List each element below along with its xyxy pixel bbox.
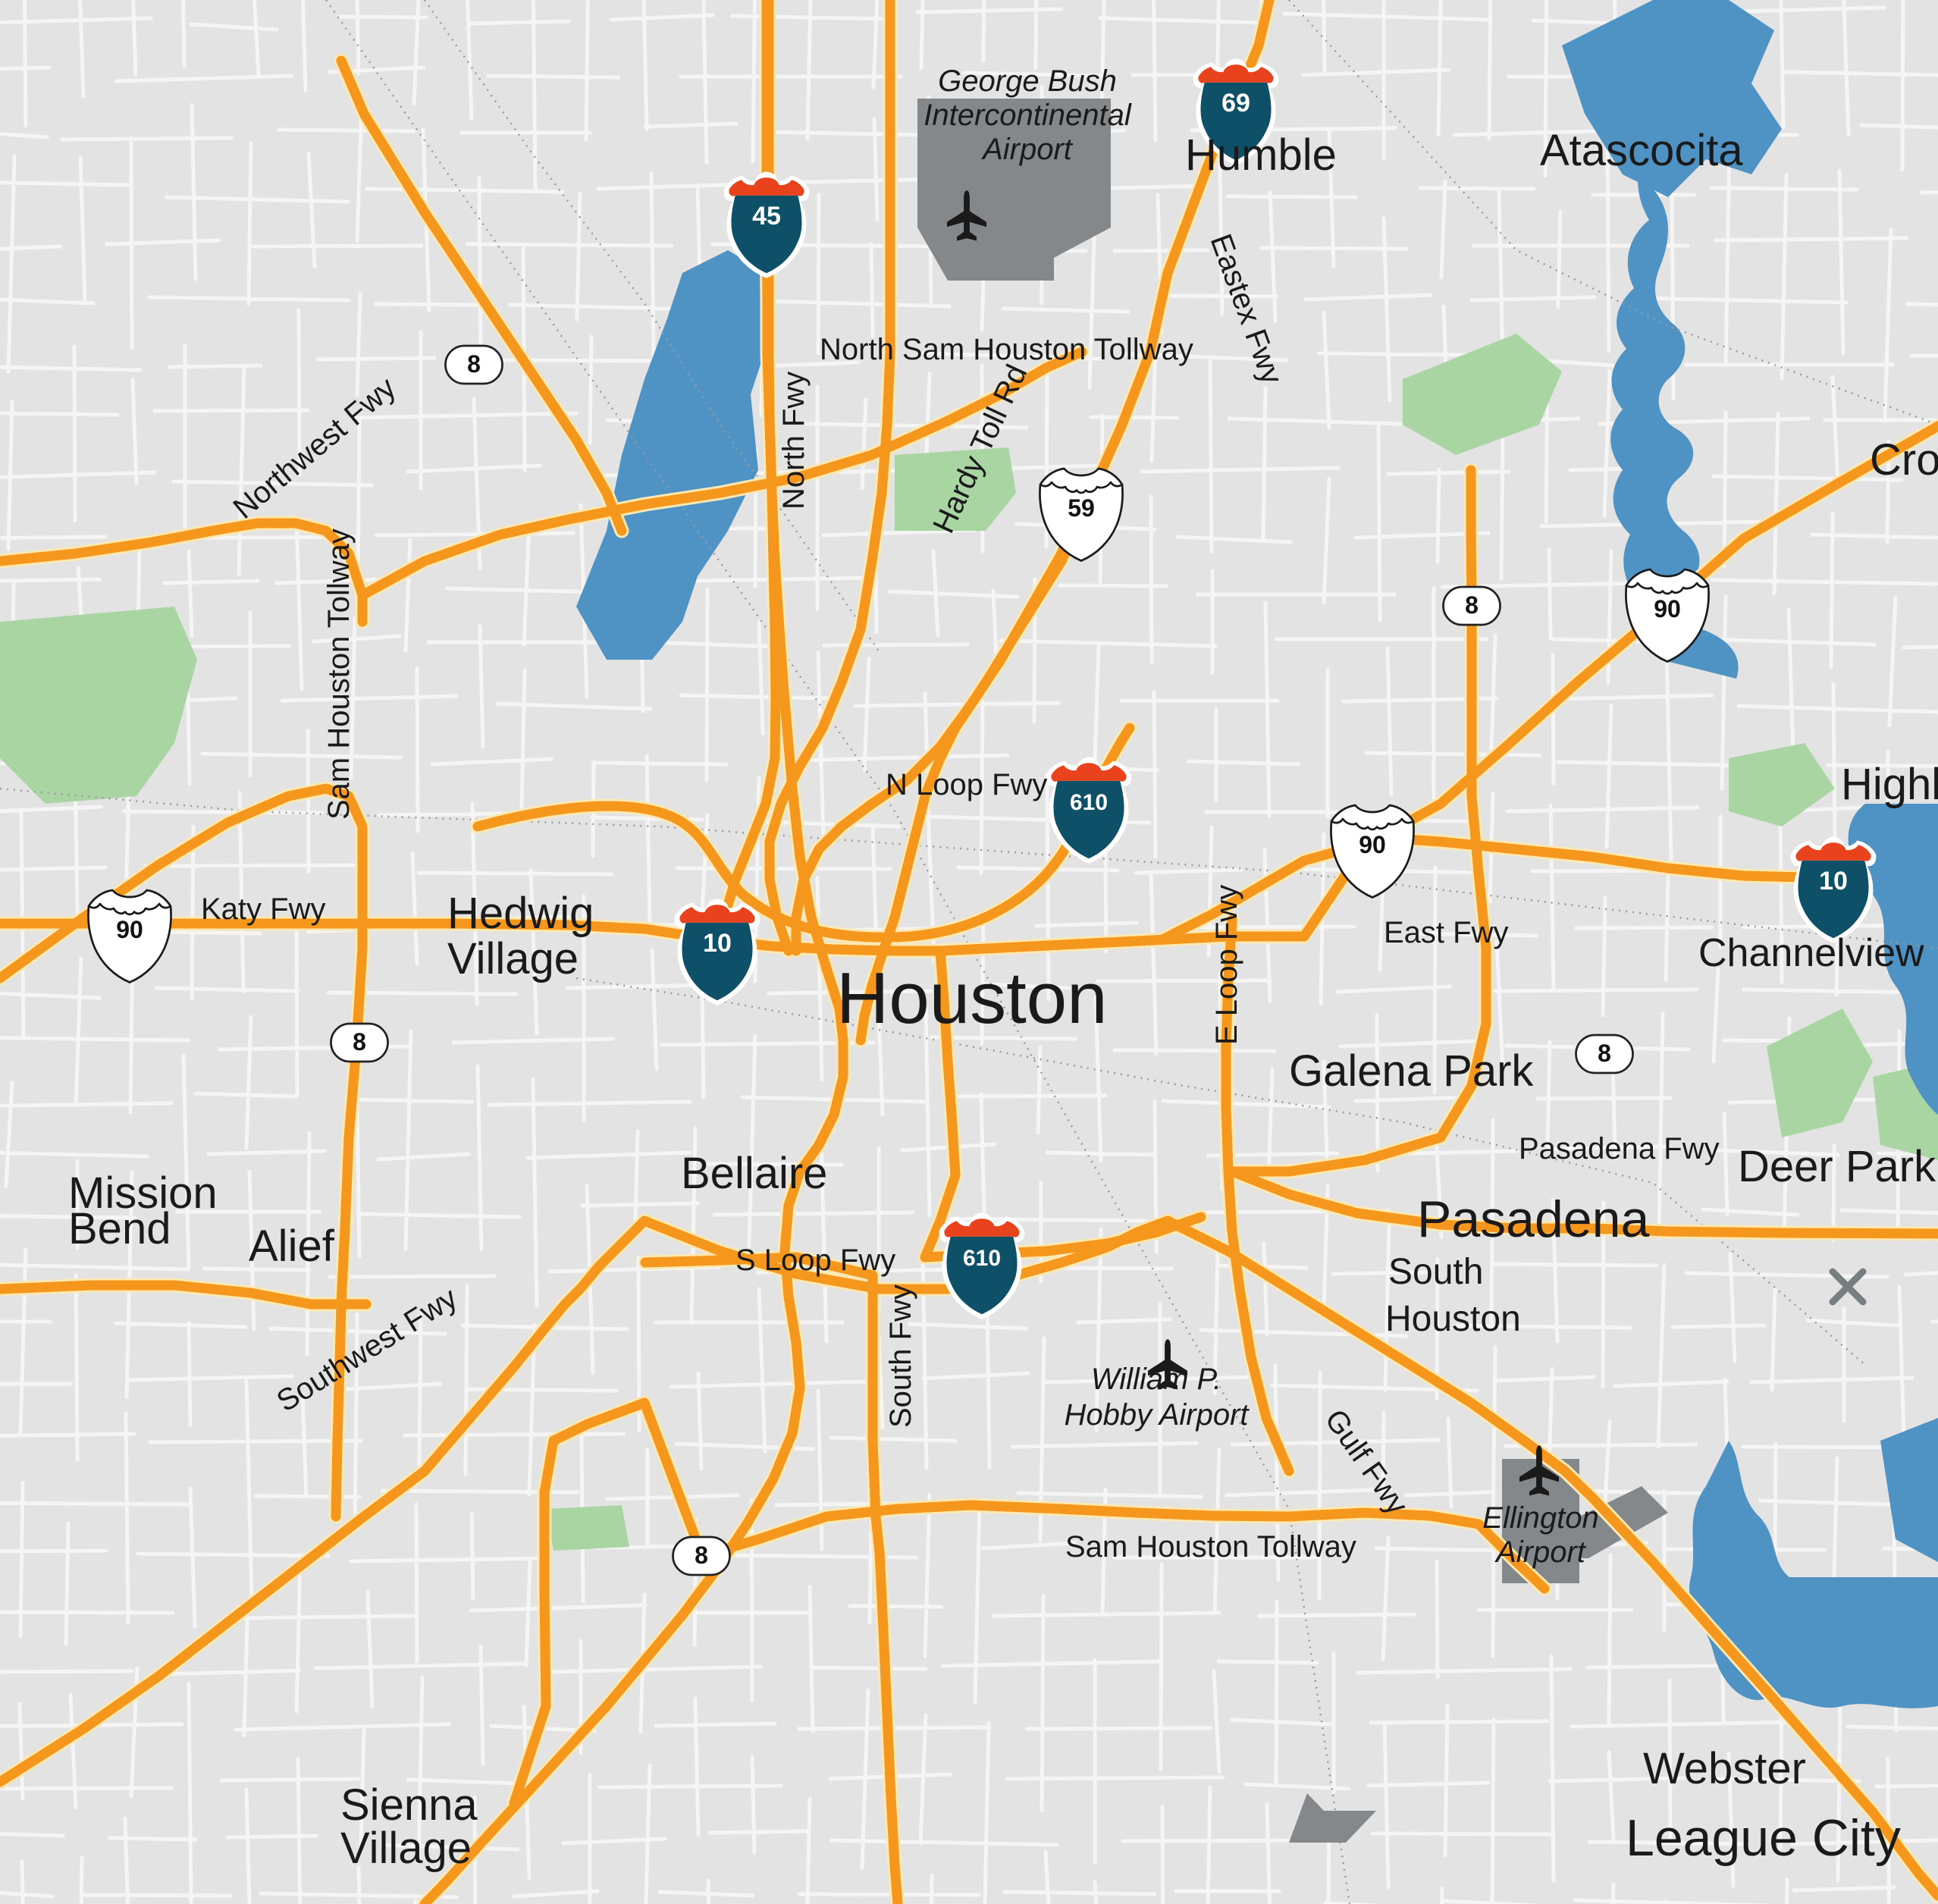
svg-text:Sienna: Sienna — [340, 1780, 478, 1830]
svg-text:Crosby: Crosby — [1870, 435, 1938, 485]
svg-text:69: 69 — [1221, 89, 1250, 118]
svg-text:Atascocita: Atascocita — [1540, 126, 1743, 175]
svg-text:Ellington: Ellington — [1482, 1501, 1598, 1535]
svg-text:Hedwig: Hedwig — [447, 889, 594, 938]
svg-text:Houston: Houston — [836, 958, 1108, 1039]
svg-text:Webster: Webster — [1643, 1744, 1806, 1793]
svg-text:59: 59 — [1068, 494, 1095, 522]
svg-text:Airport: Airport — [1494, 1535, 1587, 1569]
svg-text:Galena Park: Galena Park — [1289, 1046, 1534, 1096]
svg-text:Pasadena: Pasadena — [1417, 1190, 1649, 1248]
svg-text:Highlands: Highlands — [1841, 760, 1938, 809]
svg-text:League City: League City — [1626, 1809, 1901, 1867]
svg-text:Katy Fwy: Katy Fwy — [201, 892, 325, 926]
svg-text:North Fwy: North Fwy — [777, 372, 811, 510]
svg-text:Sam Houston Tollway: Sam Houston Tollway — [1065, 1530, 1356, 1564]
svg-text:90: 90 — [116, 916, 143, 943]
svg-text:Airport: Airport — [981, 133, 1074, 166]
svg-text:Bend: Bend — [68, 1204, 171, 1253]
svg-text:N Loop Fwy: N Loop Fwy — [886, 768, 1047, 801]
svg-text:Village: Village — [447, 934, 579, 983]
svg-text:Sam Houston Tollway: Sam Houston Tollway — [322, 529, 356, 820]
svg-text:Village: Village — [340, 1824, 472, 1873]
svg-text:East Fwy: East Fwy — [1384, 916, 1508, 949]
svg-text:Hobby Airport: Hobby Airport — [1064, 1398, 1250, 1432]
svg-text:8: 8 — [353, 1028, 366, 1056]
svg-text:Channelview: Channelview — [1698, 931, 1924, 975]
svg-text:Intercontinental: Intercontinental — [924, 99, 1132, 132]
svg-text:8: 8 — [695, 1542, 708, 1569]
svg-text:South Fwy: South Fwy — [884, 1284, 917, 1428]
svg-text:10: 10 — [703, 929, 732, 958]
svg-text:610: 610 — [963, 1246, 1001, 1271]
svg-text:Humble: Humble — [1185, 130, 1337, 180]
svg-text:8: 8 — [1598, 1040, 1611, 1067]
svg-text:8: 8 — [467, 350, 481, 378]
svg-text:90: 90 — [1359, 831, 1386, 858]
svg-text:Bellaire: Bellaire — [681, 1149, 827, 1198]
svg-text:S Loop Fwy: S Loop Fwy — [735, 1244, 895, 1277]
svg-text:610: 610 — [1070, 790, 1108, 815]
svg-text:45: 45 — [752, 202, 781, 231]
svg-text:Deer Park: Deer Park — [1738, 1142, 1936, 1191]
svg-text:Alief: Alief — [249, 1222, 335, 1271]
svg-text:Houston: Houston — [1385, 1299, 1521, 1339]
svg-text:E Loop Fwy: E Loop Fwy — [1210, 885, 1243, 1045]
svg-text:90: 90 — [1654, 595, 1681, 623]
svg-text:South: South — [1388, 1252, 1483, 1292]
svg-text:10: 10 — [1819, 867, 1848, 896]
svg-text:George Bush: George Bush — [938, 64, 1117, 98]
svg-text:Pasadena Fwy: Pasadena Fwy — [1519, 1132, 1720, 1165]
svg-text:8: 8 — [1465, 591, 1479, 619]
